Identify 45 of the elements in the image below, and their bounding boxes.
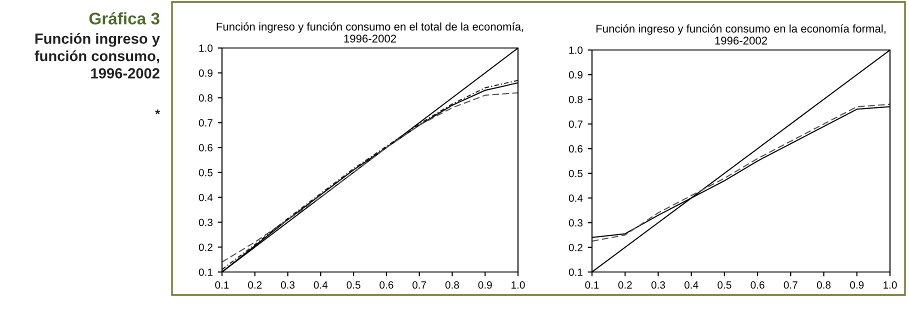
y-tick-label: 0.3 bbox=[568, 219, 583, 227]
x-tick-label: 0.1 bbox=[215, 281, 229, 289]
x-tick-label: 0.3 bbox=[280, 281, 295, 289]
y-tick-label: 0.4 bbox=[198, 194, 213, 202]
y-tick-label: 1.0 bbox=[199, 44, 213, 52]
chart-title: Función ingreso y función consumo en el total de la economía, 1996-2002 bbox=[216, 22, 524, 43]
y-tick-label: 0.5 bbox=[198, 168, 213, 176]
x-tick-label: 0.9 bbox=[478, 281, 492, 289]
y-tick-label: 0.6 bbox=[198, 144, 213, 152]
y-tick-label: 0.3 bbox=[198, 218, 213, 226]
x-tick-label: 0.7 bbox=[412, 281, 426, 289]
chart-title: Función ingreso y función consumo en la economía formal, 1996-2002 bbox=[596, 24, 886, 45]
x-tick-label: 0.8 bbox=[445, 281, 460, 289]
y-tick-label: 0.1 bbox=[198, 268, 212, 276]
x-tick-label: 1.0 bbox=[512, 281, 525, 289]
x-tick-label: 0.8 bbox=[816, 281, 831, 289]
y-tick-label: 0.7 bbox=[568, 120, 582, 128]
y-tick-label: 0.9 bbox=[198, 69, 212, 77]
x-tick-label: 0.5 bbox=[346, 281, 360, 289]
x-tick-label: 0.5 bbox=[718, 281, 732, 289]
x-tick-label: 0.6 bbox=[380, 281, 394, 289]
x-tick-label: 0.9 bbox=[850, 281, 864, 289]
y-tick-label: 0.6 bbox=[568, 145, 583, 153]
y-tick-label: 0.4 bbox=[568, 194, 583, 202]
y-tick-label: 0.7 bbox=[198, 119, 212, 127]
y-tick-label: 0.1 bbox=[568, 268, 582, 276]
x-tick-label: 0.7 bbox=[784, 281, 798, 289]
y-tick-label: 0.8 bbox=[568, 96, 583, 104]
text: * bbox=[155, 110, 160, 114]
x-tick-label: 0.6 bbox=[750, 281, 764, 289]
x-tick-label: 0.3 bbox=[651, 281, 666, 289]
y-tick-label: 0.2 bbox=[568, 244, 582, 252]
text: Función ingreso y función consumo, 1996-2002 bbox=[34, 33, 160, 78]
x-tick-label: 0.2 bbox=[248, 281, 262, 289]
y-tick-label: 1.0 bbox=[569, 46, 583, 54]
y-tick-label: 0.5 bbox=[568, 170, 583, 178]
x-tick-label: 0.4 bbox=[314, 281, 328, 289]
y-tick-label: 0.9 bbox=[568, 71, 582, 79]
y-tick-label: 0.8 bbox=[198, 94, 213, 102]
text: Gráfica 3 bbox=[89, 12, 160, 24]
x-tick-label: 0.1 bbox=[585, 281, 599, 289]
y-tick-label: 0.2 bbox=[198, 244, 212, 251]
x-tick-label: 0.4 bbox=[684, 281, 698, 289]
x-tick-label: 0.2 bbox=[618, 281, 632, 289]
x-tick-label: 1.0 bbox=[884, 281, 897, 289]
